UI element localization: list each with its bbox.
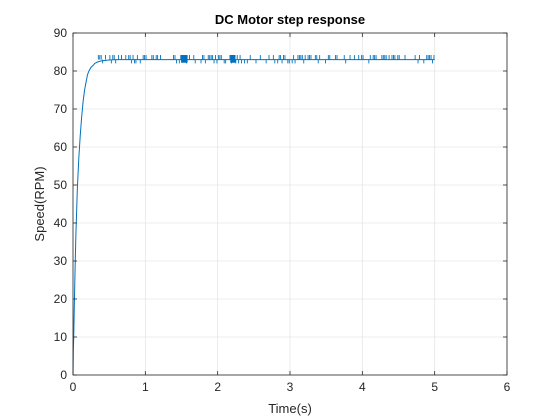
x-axis-label: Time(s)	[268, 401, 312, 416]
x-tick-label: 1	[142, 380, 149, 394]
x-tick-label: 6	[504, 380, 511, 394]
x-tick-label: 2	[214, 380, 221, 394]
y-tick-label: 40	[54, 216, 68, 230]
y-tick-label: 10	[54, 330, 68, 344]
series-line-speed	[72, 59, 435, 376]
y-tick-label: 70	[54, 102, 68, 116]
y-tick-label: 30	[54, 254, 68, 268]
y-tick-label: 60	[54, 140, 68, 154]
x-tick-label: 5	[431, 380, 438, 394]
y-tick-label: 0	[60, 368, 67, 382]
y-tick-label: 20	[54, 292, 68, 306]
x-tick-label: 3	[287, 380, 294, 394]
y-tick-labels: 0 10 20 30 40 50 60 70 80 90	[54, 26, 68, 382]
tick-marks	[72, 32, 508, 376]
series-noise-spikes	[97, 55, 435, 64]
x-tick-label: 4	[359, 380, 366, 394]
y-tick-label: 80	[54, 64, 68, 78]
y-tick-label: 90	[54, 26, 68, 40]
x-tick-label: 0	[70, 380, 77, 394]
x-tick-labels: 0 1 2 3 4 5 6	[70, 380, 511, 394]
y-axis-label: Speed(RPM)	[32, 166, 47, 241]
y-tick-label: 50	[54, 178, 68, 192]
chart-title: DC Motor step response	[215, 12, 365, 27]
